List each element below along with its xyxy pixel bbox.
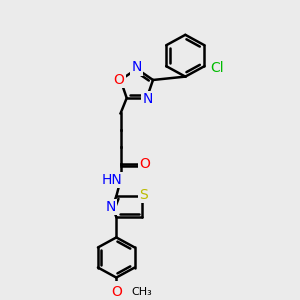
Text: N: N — [132, 60, 142, 74]
Text: N: N — [106, 200, 116, 214]
Text: S: S — [140, 188, 148, 202]
Text: CH₃: CH₃ — [132, 287, 152, 297]
Text: N: N — [142, 92, 153, 106]
Text: O: O — [114, 73, 124, 87]
Text: O: O — [111, 285, 122, 299]
Text: Cl: Cl — [210, 61, 224, 75]
Text: O: O — [140, 157, 150, 170]
Text: HN: HN — [102, 173, 123, 187]
